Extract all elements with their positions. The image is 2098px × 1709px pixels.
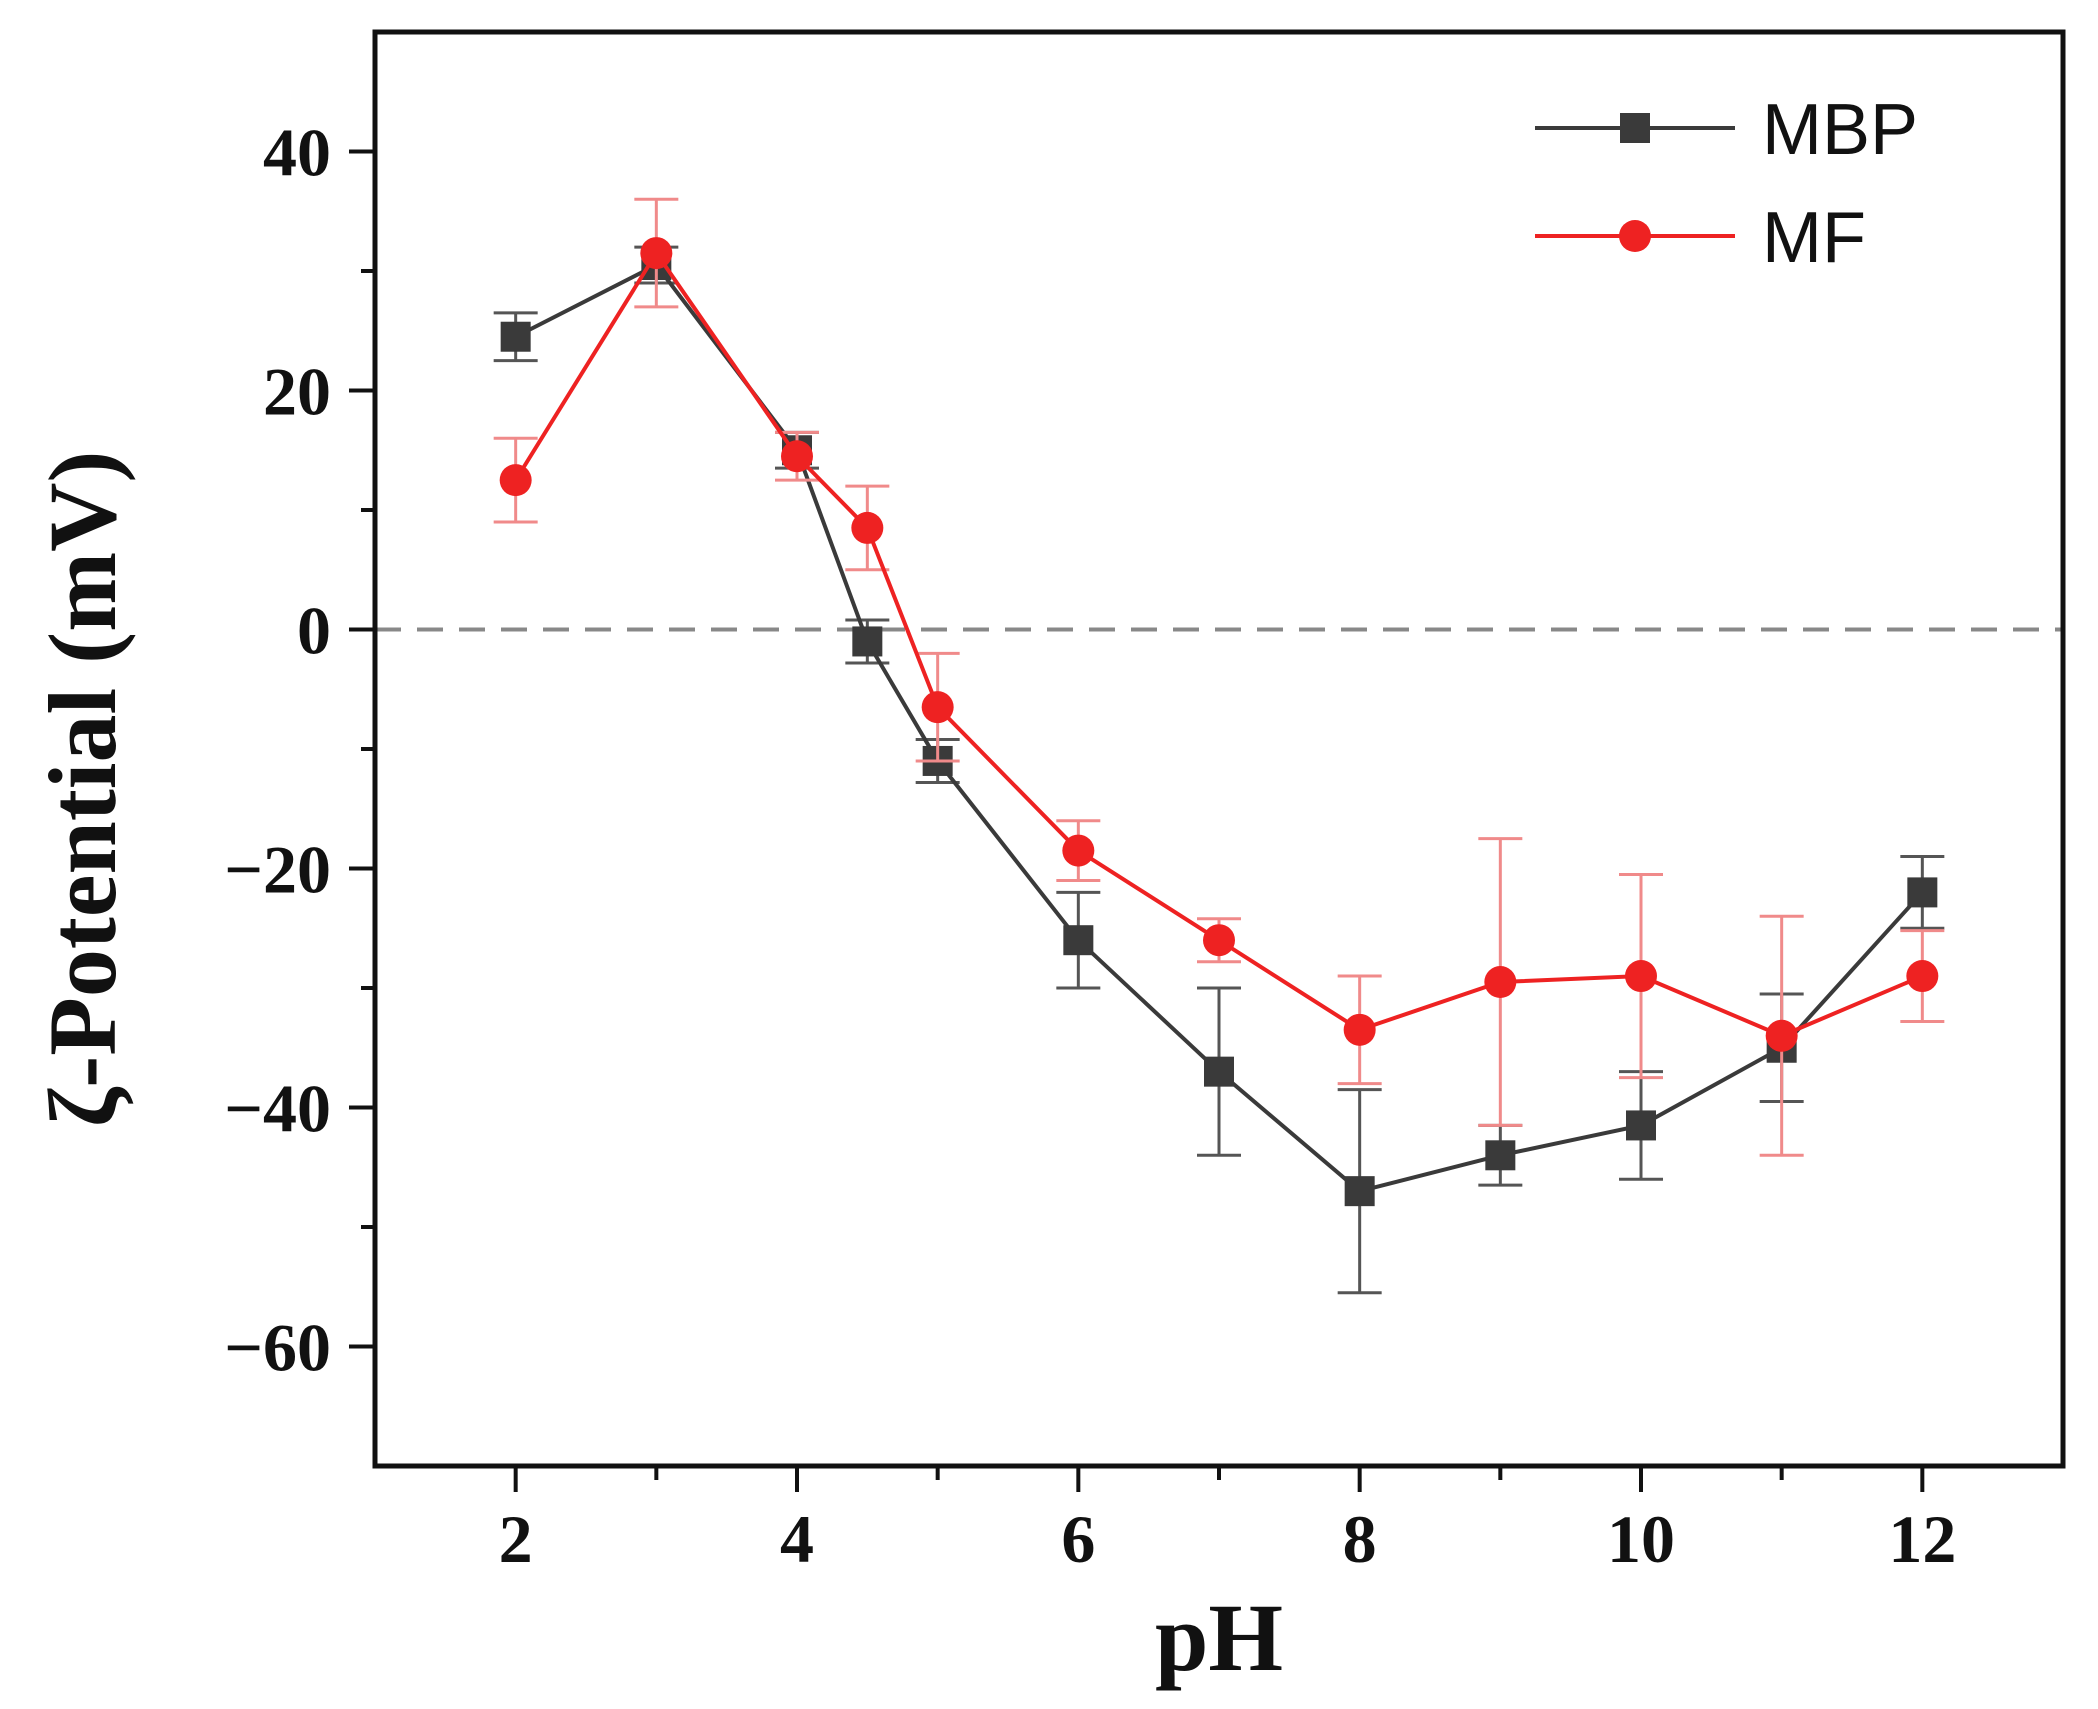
- series-mf: [493, 197, 1945, 1157]
- data-point: [1907, 877, 1938, 908]
- legend-item-mf: MF: [1535, 198, 1866, 278]
- legend-item-mbp: MBP: [1535, 90, 1918, 170]
- series-line: [513, 249, 1924, 1038]
- data-point: [1062, 834, 1095, 867]
- data-point: [1344, 1176, 1375, 1207]
- data-point: [852, 626, 883, 657]
- data-point: [1203, 924, 1235, 957]
- data-point: [640, 237, 673, 270]
- data-point: [1626, 1110, 1656, 1141]
- x-axis-title: pH: [1155, 1584, 1283, 1691]
- x-tick-label: 12: [1888, 1501, 1956, 1577]
- data-point: [921, 691, 954, 724]
- y-tick-label: 0: [297, 593, 331, 669]
- y-tick-label: −40: [224, 1071, 331, 1147]
- data-point: [1485, 1140, 1516, 1171]
- data-point: [1625, 960, 1657, 993]
- data-point: [1906, 960, 1939, 993]
- axes-layer: 2 4 6 8 10 12 40 20 0 −20 −40 −60: [224, 115, 1956, 1578]
- series-layer: [493, 197, 1945, 1295]
- y-tick-label: −60: [224, 1310, 331, 1386]
- data-point: [500, 321, 531, 352]
- x-tick-label: 8: [1343, 1501, 1377, 1577]
- x-tick-label: 2: [499, 1501, 533, 1577]
- x-tick-label: 6: [1061, 1501, 1095, 1577]
- y-tick-label: −20: [224, 832, 331, 908]
- legend-marker: [1619, 220, 1651, 252]
- y-tick-label: 40: [263, 115, 331, 191]
- data-point: [1484, 966, 1517, 999]
- legend-label: MF: [1762, 198, 1866, 278]
- data-point: [1343, 1013, 1376, 1046]
- y-axis-title: ζ-Potential (mV): [29, 451, 136, 1128]
- x-tick-label: 4: [780, 1501, 814, 1577]
- data-point: [781, 440, 813, 473]
- data-point: [499, 464, 532, 497]
- legend: MBP MF: [1535, 90, 1918, 278]
- data-point: [1063, 925, 1094, 956]
- y-tick-label: 20: [263, 354, 331, 430]
- data-point: [1765, 1019, 1798, 1052]
- data-point: [1204, 1056, 1234, 1087]
- legend-label: MBP: [1762, 90, 1918, 170]
- legend-marker: [1620, 113, 1650, 143]
- x-tick-label: 10: [1607, 1501, 1675, 1577]
- data-point: [851, 511, 884, 544]
